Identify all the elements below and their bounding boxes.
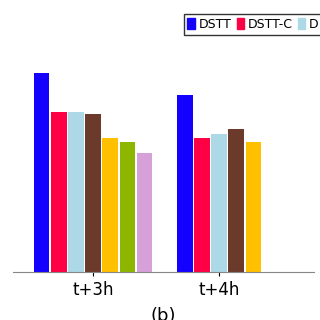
- Bar: [51, 112, 67, 272]
- Bar: [177, 95, 193, 272]
- Bar: [102, 138, 118, 272]
- Bar: [68, 112, 84, 272]
- Bar: [137, 153, 152, 272]
- Legend: DSTT, DSTT-C, D: DSTT, DSTT-C, D: [184, 14, 320, 35]
- Bar: [194, 138, 210, 272]
- Bar: [211, 133, 227, 272]
- Bar: [228, 129, 244, 272]
- X-axis label: (b): (b): [150, 308, 176, 320]
- Bar: [34, 73, 49, 272]
- Bar: [85, 114, 101, 272]
- Bar: [119, 142, 135, 272]
- Bar: [245, 142, 261, 272]
